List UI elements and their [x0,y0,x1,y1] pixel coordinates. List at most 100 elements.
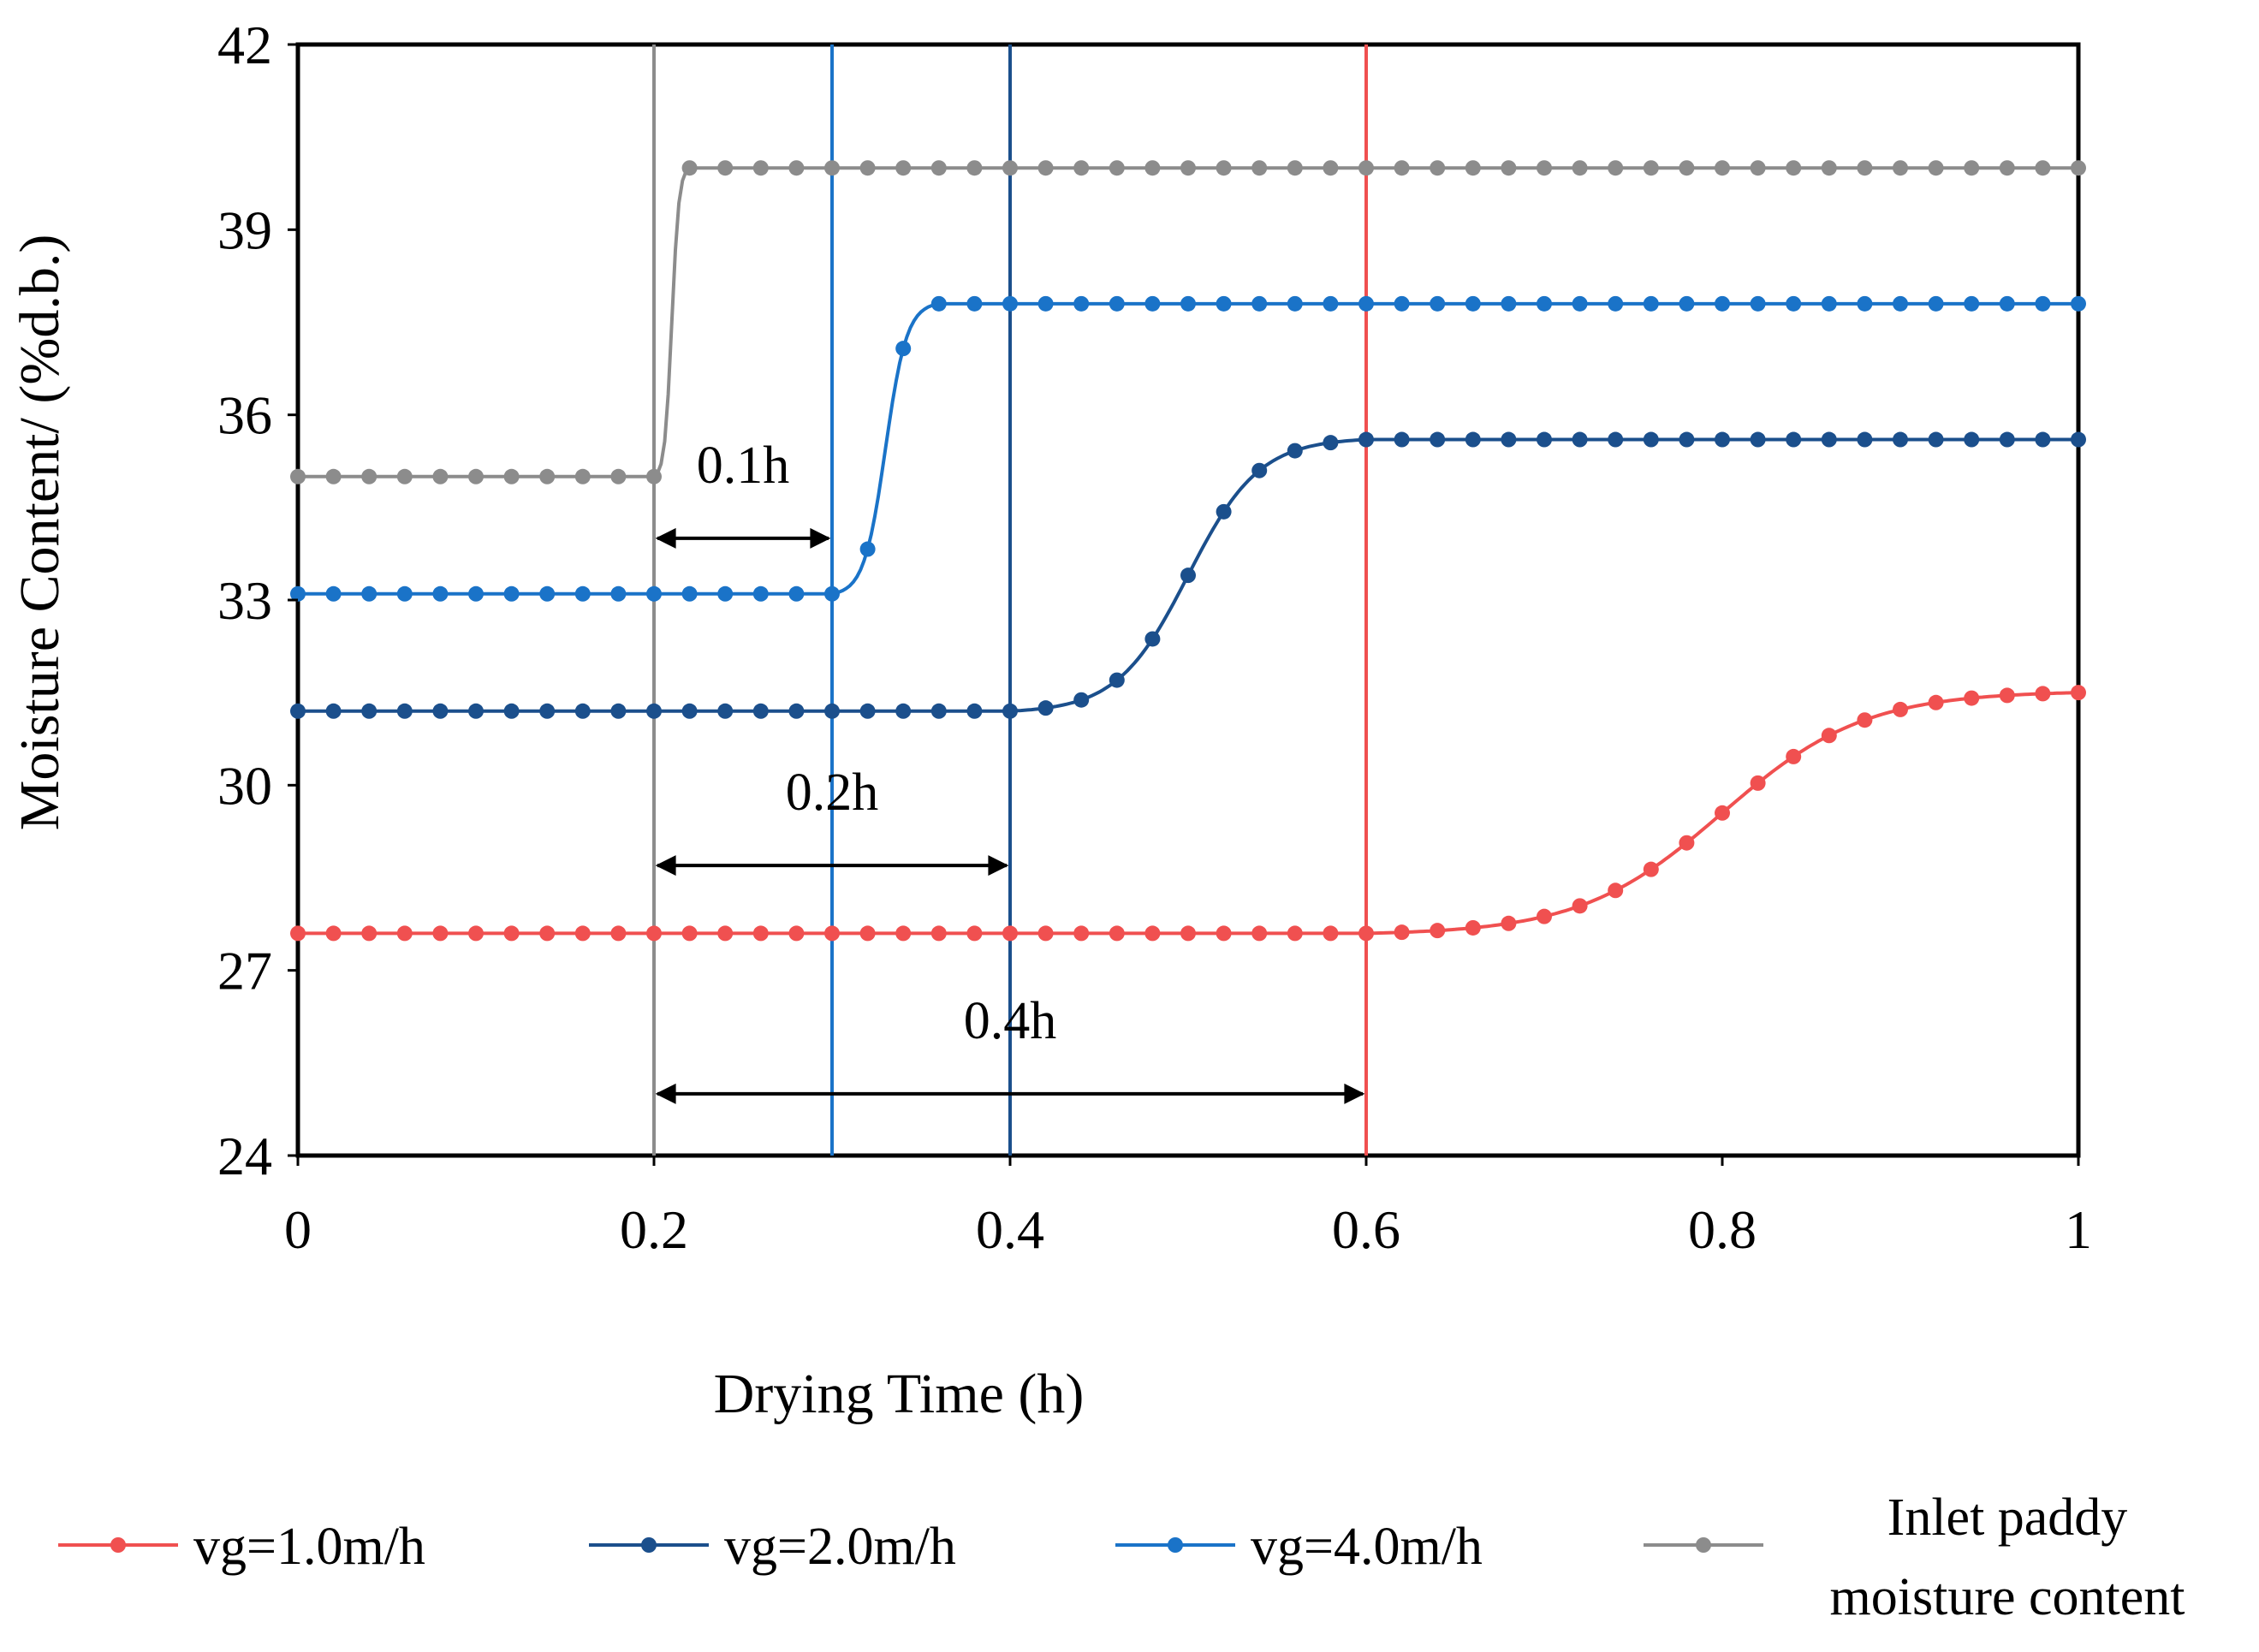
data-point [966,160,983,176]
data-point [325,468,342,484]
data-point [1251,160,1268,176]
legend-marker [110,1537,126,1553]
data-point [2071,295,2086,312]
data-point [1964,690,1980,706]
data-point [610,468,627,484]
y-tick-label: 36 [217,385,272,446]
x-tick-label: 1 [2065,1199,2092,1260]
data-point [717,925,734,942]
data-point [1465,295,1481,312]
data-point [361,703,377,719]
data-point [539,468,556,484]
data-point [1679,295,1695,312]
data-point [1251,462,1268,478]
data-point [1715,295,1730,312]
data-point [1928,160,1944,176]
data-point [1750,431,1766,448]
data-point [468,925,484,942]
data-point [1323,160,1339,176]
series-line [298,691,2079,936]
data-point [2035,160,2051,176]
data-point [290,468,306,484]
data-point [752,585,769,602]
data-point [1643,160,1659,176]
data-point [681,160,698,176]
legend-label: Inlet paddy [1887,1489,2128,1547]
data-point [290,585,306,602]
data-point [1430,923,1446,939]
data-point [1216,295,1232,312]
data-point [1786,431,1802,448]
data-point [1109,295,1125,312]
data-point [1144,160,1161,176]
data-point [1857,712,1873,728]
data-point [1358,925,1374,942]
data-point [2035,431,2051,448]
duration-label: 0.2h [786,764,879,822]
data-point [1002,160,1018,176]
data-point [1786,160,1802,176]
data-point [895,703,912,719]
data-point [752,703,769,719]
data-point [1786,295,1802,312]
data-point [361,468,377,484]
data-point [1679,835,1695,851]
data-point [752,160,769,176]
data-point [1109,925,1125,942]
series-line [298,166,2078,478]
data-point [1928,694,1944,710]
data-point [1679,431,1695,448]
legend-marker [641,1537,657,1553]
data-point [1144,925,1161,942]
data-point [468,468,484,484]
data-point [325,585,342,602]
data-point [1999,160,2015,176]
data-point [681,585,698,602]
data-point [930,295,947,312]
data-point [1679,160,1695,176]
data-point [1465,919,1481,936]
data-point [1073,925,1090,942]
data-point [2035,686,2051,702]
data-point [966,295,983,312]
data-point [574,585,591,602]
data-point [1537,160,1552,176]
data-point [1394,160,1410,176]
data-point [503,468,520,484]
legend-entry-4: Inlet paddy moisture content [1644,1489,2185,1626]
data-point [966,925,983,942]
data-point [1715,431,1730,448]
data-point [503,925,520,942]
data-point [503,585,520,602]
data-point [1537,908,1552,924]
data-point [1715,805,1730,821]
duration-label: 0.1h [697,437,790,495]
data-point [1216,160,1232,176]
data-point [1358,160,1374,176]
data-point [1037,160,1054,176]
legend-marker [1696,1537,1711,1553]
annotations: 0.1h 0.2h 0.4h [655,437,1365,1104]
series-4 [290,160,2086,484]
series-2 [290,431,2086,719]
data-point [646,925,662,942]
data-point [1786,748,1802,764]
data-point [1964,431,1980,448]
y-tick-label: 24 [217,1126,272,1186]
data-point [1537,431,1552,448]
data-point [1893,160,1908,176]
data-point [503,703,520,719]
data-point [1430,431,1446,448]
data-point [325,703,342,719]
data-point [1572,898,1588,914]
data-point [1002,703,1018,719]
data-point [1180,295,1196,312]
data-point [2071,685,2086,701]
data-point [1109,160,1125,176]
duration-label: 0.4h [964,992,1057,1050]
plot-frame [295,42,2081,1158]
legend-label: vg=1.0m/h [193,1518,425,1576]
data-point [1893,431,1908,448]
data-point [1821,295,1837,312]
data-point [1999,687,2015,704]
